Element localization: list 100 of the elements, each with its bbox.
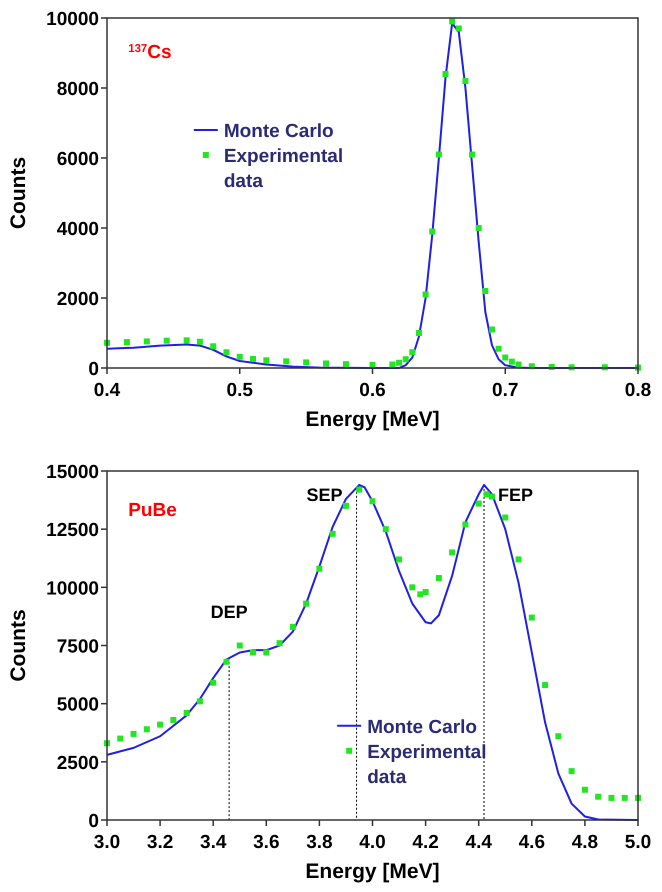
point [370,498,376,504]
point [429,228,436,234]
point [184,710,190,716]
x-tick-label: 3.8 [306,832,333,853]
point [502,354,508,360]
point [469,152,476,158]
point [196,698,203,704]
point [449,18,456,24]
x-tick-label: 4.4 [465,832,492,853]
point [316,566,322,572]
ref-line-label: SEP [306,485,343,505]
point [436,152,442,158]
point [144,726,150,732]
point [356,486,362,493]
point [283,358,290,364]
x-tick-label: 3.6 [253,832,280,853]
x-tick-label: 0.6 [359,380,386,401]
point [528,614,535,621]
point [342,361,349,368]
x-tick-label: 4.6 [518,832,546,853]
point [516,362,522,368]
y-tick-label: 7500 [56,636,99,658]
point [370,362,376,368]
point [482,288,488,294]
point [449,549,456,556]
point [223,658,230,665]
point [263,357,270,364]
point [330,530,336,537]
y-tick-label: 12500 [46,520,99,542]
x-tick-label: 0.8 [624,380,652,401]
y-tick-label: 10000 [46,578,99,600]
text: 3.0 [94,832,120,853]
point [462,78,468,84]
point [396,556,402,562]
annotation: $^{137}$Cs [128,42,172,63]
x-axis-title: Energy [MeV] [305,860,440,883]
text: 5.0 [624,832,652,853]
point [484,491,490,498]
y-tick-label: 4000 [56,219,99,240]
point [250,356,256,362]
legend-label: Experimental data [367,742,487,788]
y-tick-label: 5000 [56,694,99,716]
point [389,362,396,368]
point [582,786,588,793]
point [555,733,562,740]
point [488,326,495,332]
point [276,640,283,646]
point [496,346,502,352]
point [476,225,482,231]
x-tick-label: 3.2 [146,832,174,853]
y-axis-title: Counts [7,156,30,230]
y-tick-label: 0 [88,811,99,832]
point [488,494,495,500]
point [117,736,124,742]
x-tick-label: 0.5 [226,380,254,401]
y-tick-label: 8000 [56,79,99,100]
point [436,575,442,582]
point [502,514,508,521]
point [223,349,230,356]
y-tick-label: 2000 [56,289,99,310]
point [595,794,602,800]
x-tick-label: 4.8 [572,832,598,853]
point [442,71,449,77]
point [568,768,575,774]
ref-line-label: FEP [498,485,534,505]
y-axis-title: Counts [7,609,30,682]
point [263,649,270,656]
point [184,337,190,344]
point [210,343,216,350]
y-tick-label: 10000 [46,9,99,30]
point [210,680,216,686]
ref-line-label: DEP [210,602,248,622]
point [516,556,522,562]
legend-label: Monte Carlo [367,716,477,738]
point [157,722,164,728]
point [508,358,515,365]
point [417,591,424,598]
line-series [106,484,639,821]
point [396,360,402,366]
point [622,794,628,801]
point [130,730,137,737]
point [303,600,310,607]
point [409,349,416,356]
legend-label: Monte Carlo [224,121,334,142]
point [422,588,429,595]
point [170,716,176,723]
y-tick-label: 15000 [46,462,99,483]
point [236,354,243,360]
point [124,339,130,346]
point [144,338,150,344]
point [323,360,330,366]
x-tick-label: 3.4 [200,832,227,853]
y-tick-label: 0 [88,359,99,380]
point [456,26,462,32]
x-tick-label: 0.7 [492,380,518,401]
point [402,356,409,362]
point [416,330,422,336]
y-tick-label: 2500 [56,752,99,774]
point [422,292,429,298]
point [236,642,243,648]
